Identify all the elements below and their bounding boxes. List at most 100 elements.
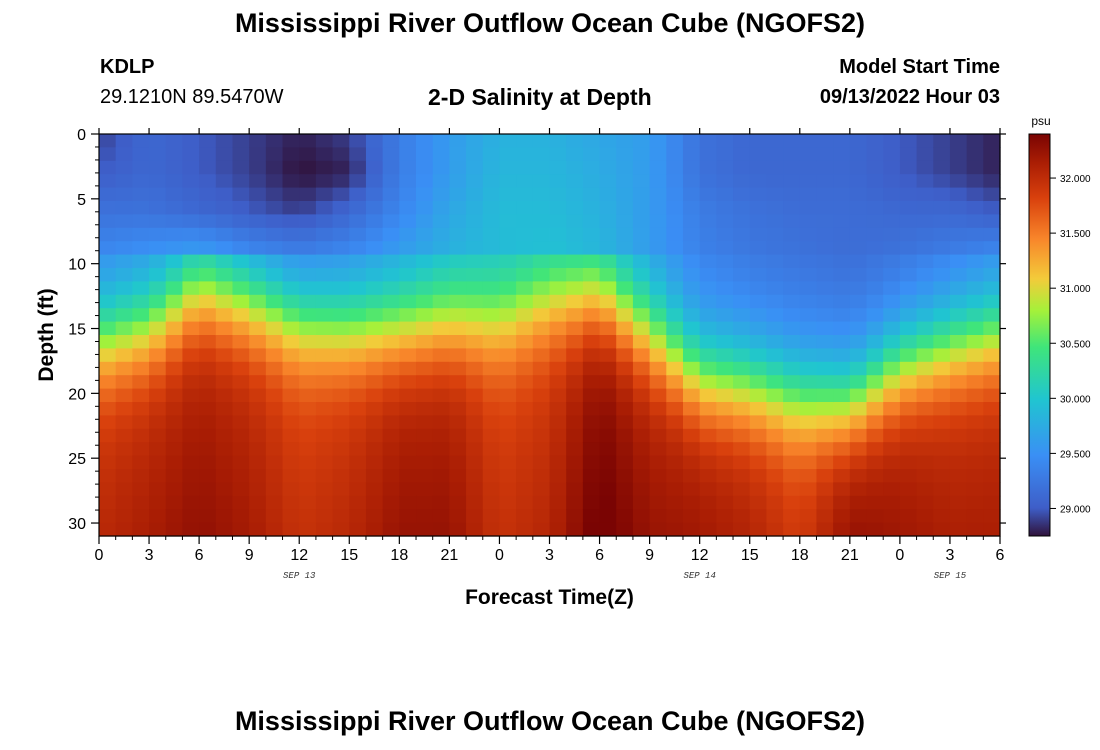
heatmap-cell (716, 402, 734, 416)
heatmap-cell (983, 160, 1001, 175)
heatmap-cell (215, 134, 234, 148)
heatmap-cell (315, 241, 334, 256)
heatmap-cell (349, 522, 367, 537)
heatmap-cell (332, 455, 350, 470)
heatmap-cell (432, 375, 450, 390)
heatmap-cell (916, 469, 934, 483)
heatmap-cell (499, 509, 517, 524)
heatmap-cell (916, 428, 934, 443)
heatmap-cell (749, 455, 768, 470)
heatmap-cell (449, 160, 467, 175)
heatmap-cell (799, 335, 818, 349)
heatmap-cell (399, 455, 417, 470)
heatmap-cell (933, 335, 951, 349)
heatmap-cell (716, 227, 734, 242)
heatmap-cell (215, 254, 234, 269)
heatmap-cell (315, 442, 334, 457)
heatmap-cell (749, 187, 768, 202)
heatmap-cell (883, 294, 901, 309)
heatmap-cell (966, 241, 984, 256)
x-axis-title: Forecast Time(Z) (465, 586, 634, 609)
heatmap-cell (949, 415, 968, 430)
heatmap-cell (599, 442, 617, 457)
heatmap-cell (916, 227, 934, 242)
heatmap-cell (616, 214, 634, 229)
heatmap-cell (132, 281, 150, 296)
heatmap-cell (99, 335, 117, 349)
heatmap-cell (532, 361, 551, 376)
heatmap-cell (649, 308, 667, 323)
heatmap-cell (132, 201, 150, 215)
heatmap-cell (632, 254, 651, 269)
heatmap-cell (132, 214, 150, 229)
heatmap-cell (449, 227, 467, 242)
heatmap-cell (516, 388, 534, 403)
heatmap-cell (416, 281, 434, 296)
heatmap-cell (232, 134, 250, 148)
heatmap-cell (299, 268, 317, 282)
heatmap-cell (899, 522, 918, 537)
heatmap-cell (599, 294, 617, 309)
heatmap-cell (499, 361, 517, 376)
heatmap-cell (849, 174, 868, 189)
heatmap-cell (215, 241, 234, 256)
heatmap-cell (532, 348, 551, 363)
heatmap-cell (199, 147, 217, 162)
heatmap-cell (899, 442, 918, 457)
heatmap-cell (149, 495, 167, 510)
heatmap-cell (99, 134, 117, 148)
x-tick-label: 6 (996, 547, 1005, 564)
heatmap-cell (933, 147, 951, 162)
heatmap-cell (365, 281, 384, 296)
x-tick-label: 15 (340, 547, 358, 564)
heatmap-cell (182, 254, 200, 269)
heatmap-cell (482, 308, 501, 323)
heatmap-cell (516, 227, 534, 242)
heatmap-cell (249, 388, 267, 403)
heatmap-cell (365, 294, 384, 309)
heatmap-cell (449, 495, 467, 510)
heatmap-cell (899, 241, 918, 256)
heatmap-cell (499, 187, 517, 202)
heatmap-cell (816, 214, 834, 229)
heatmap-cell (399, 147, 417, 162)
colorbar-tick-label: 30.000 (1060, 394, 1091, 405)
heatmap-cell (232, 415, 250, 430)
heatmap-cell (482, 495, 501, 510)
heatmap-cell (215, 388, 234, 403)
heatmap-cell (99, 415, 117, 430)
heatmap-cell (349, 415, 367, 430)
heatmap-cell (666, 254, 684, 269)
heatmap-cell (599, 428, 617, 443)
heatmap-cell (716, 442, 734, 457)
heatmap-cell (849, 375, 868, 390)
heatmap-cell (265, 187, 284, 202)
heatmap-cell (499, 281, 517, 296)
heatmap-cell (649, 442, 667, 457)
heatmap-cell (132, 402, 150, 416)
heatmap-cell (365, 469, 384, 483)
heatmap-cell (115, 388, 133, 403)
heatmap-cell (716, 241, 734, 256)
heatmap-cell (833, 174, 851, 189)
heatmap-cell (933, 482, 951, 497)
heatmap-cell (165, 321, 184, 336)
heatmap-cell (165, 428, 184, 443)
heatmap-cell (682, 294, 701, 309)
heatmap-cell (849, 308, 868, 323)
heatmap-cell (549, 147, 567, 162)
heatmap-cell (532, 388, 551, 403)
heatmap-cell (149, 455, 167, 470)
heatmap-cell (149, 268, 167, 282)
heatmap-cell (899, 254, 918, 269)
heatmap-cell (482, 388, 501, 403)
heatmap-cell (883, 227, 901, 242)
heatmap-cell (199, 402, 217, 416)
heatmap-cell (783, 509, 801, 524)
heatmap-cell (349, 227, 367, 242)
heatmap-cell (482, 455, 501, 470)
x-tick-label: 18 (791, 547, 809, 564)
heatmap-cell (449, 174, 467, 189)
heatmap-cell (449, 254, 467, 269)
heatmap-cell (249, 455, 267, 470)
